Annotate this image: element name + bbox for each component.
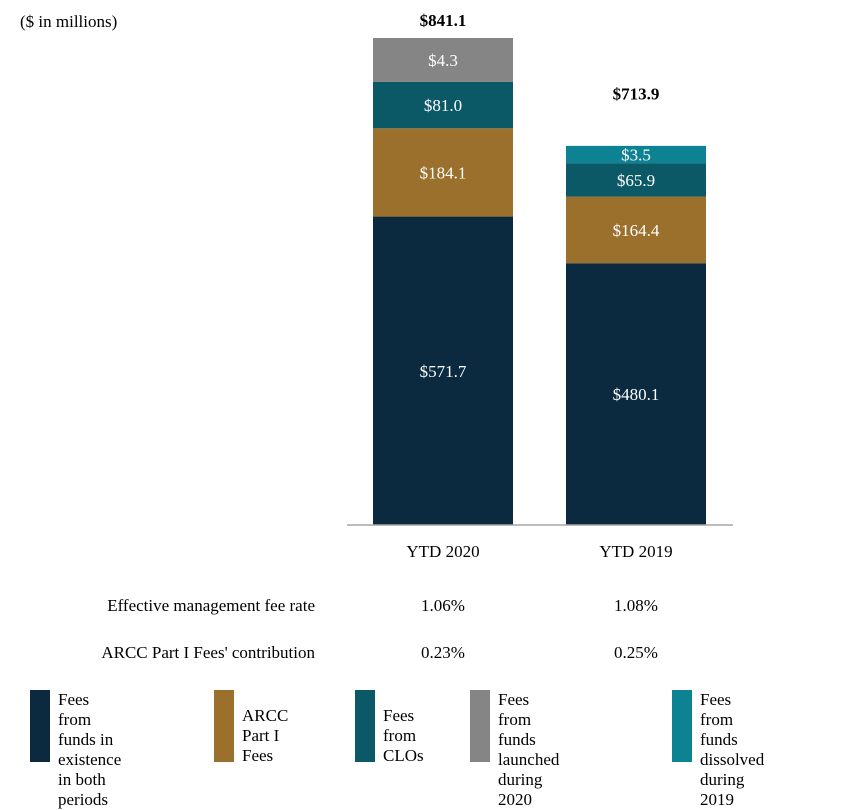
metric-row-part-i-contribution: ARCC Part I Fees' contribution 0.23% 0.2…: [0, 643, 850, 667]
legend-swatch: [30, 690, 50, 762]
metric-value-ytd-2019: 1.08%: [614, 596, 658, 615]
metric-label: ARCC Part I Fees' contribution: [101, 643, 315, 662]
bar-segment-ytd-2020-s2: [373, 81, 513, 129]
data-label-ytd-2019-s4: $3.5: [621, 146, 651, 165]
data-label-ytd-2019-s0: $480.1: [613, 385, 660, 404]
data-label-ytd-2020-s1: $184.1: [420, 163, 467, 182]
bar-segment-ytd-2020-s0: [373, 216, 513, 526]
data-label-ytd-2020-s3: $4.3: [428, 51, 458, 70]
bar-segment-ytd-2019-s2: [566, 163, 706, 197]
data-label-ytd-2019-s1: $164.4: [613, 221, 660, 240]
legend-swatch: [355, 690, 375, 762]
labels-group: $571.7 $184.1 $81.0 $4.3 $841.1 YTD 2020 $480.…: [406, 11, 672, 561]
legend-label: Fees from funds dissolved during 2019: [700, 690, 765, 809]
category-label-ytd-2019: YTD 2019: [599, 542, 672, 561]
legend-label: ARCC Part I Fees: [242, 706, 289, 765]
metric-row-fee-rate: Effective management fee rate 1.06% 1.08…: [0, 596, 850, 620]
legend-label: Fees from CLOs: [383, 706, 424, 765]
bar-segment-ytd-2020-s3: [373, 38, 513, 82]
data-label-ytd-2020-s2: $81.0: [424, 96, 462, 115]
category-label-ytd-2020: YTD 2020: [406, 542, 479, 561]
bar-segment-ytd-2019-s1: [566, 196, 706, 264]
data-label-ytd-2019-s2: $65.9: [617, 171, 655, 190]
legend-swatch: [214, 690, 234, 762]
legend-label: Fees from funds launched during 2020: [498, 690, 560, 809]
bars-group: [373, 38, 706, 526]
bar-segment-ytd-2020-s1: [373, 128, 513, 217]
total-label-ytd-2020: $841.1: [420, 11, 467, 30]
bar-segment-ytd-2019-s4: [566, 145, 706, 164]
stacked-bar-chart: $571.7 $184.1 $81.0 $4.3 $841.1 YTD 2020 $480.…: [347, 11, 733, 561]
metric-label: Effective management fee rate: [107, 596, 315, 615]
legend-swatch: [470, 690, 490, 762]
data-label-ytd-2020-s0: $571.7: [420, 362, 467, 381]
metric-value-ytd-2019: 0.25%: [614, 643, 658, 662]
legend-label: Fees from funds in existence in both per…: [58, 690, 122, 809]
unit-note: ($ in millions): [20, 12, 118, 31]
metric-value-ytd-2020: 0.23%: [421, 643, 465, 662]
bar-segment-ytd-2019-s0: [566, 263, 706, 525]
legend: Fees from funds in existence in both per…: [30, 690, 850, 809]
total-label-ytd-2019: $713.9: [613, 85, 660, 104]
metric-value-ytd-2020: 1.06%: [421, 596, 465, 615]
legend-swatch: [672, 690, 692, 762]
